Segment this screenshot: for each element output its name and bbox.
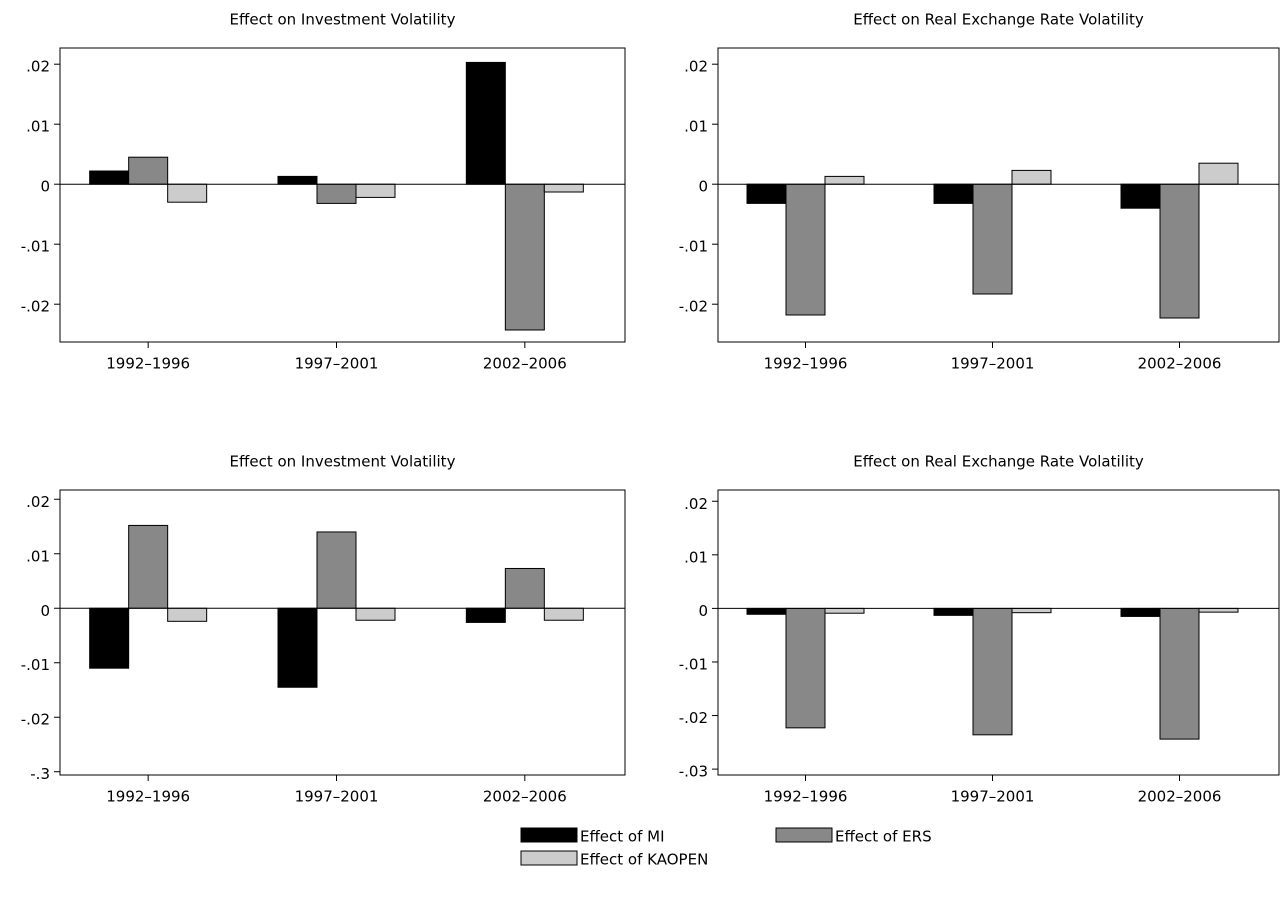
y-tick-label: .01 (26, 547, 50, 565)
legend-swatch (775, 827, 833, 843)
chart-title: Effect on Real Exchange Rate Volatility (853, 11, 1144, 29)
legend-label: Effect of MI (580, 828, 665, 846)
plot-frame (717, 489, 1280, 776)
bar (504, 567, 545, 609)
y-tick-label: -.01 (21, 656, 50, 674)
chart-title: Effect on Investment Volatility (230, 11, 456, 29)
bar (355, 183, 396, 198)
bar (277, 175, 318, 185)
bar (824, 607, 865, 614)
x-tick-label: 1992–1996 (764, 788, 848, 806)
bar (504, 183, 545, 331)
x-tick-label: 1997–2001 (951, 355, 1035, 373)
bar (89, 170, 130, 185)
x-tick-label: 2002–2006 (1138, 355, 1222, 373)
bar (277, 607, 318, 688)
x-tick-label: 1992–1996 (764, 355, 848, 373)
bar (785, 183, 826, 316)
legend-swatch (520, 850, 578, 866)
bar (316, 183, 357, 204)
legend-swatch (520, 827, 578, 843)
bar (1198, 162, 1239, 185)
y-tick-label: 0 (40, 602, 50, 620)
y-tick-label: -.01 (21, 238, 50, 256)
bar (1011, 169, 1052, 185)
bar (89, 607, 130, 669)
bar (1159, 183, 1200, 319)
plot-frame (59, 47, 626, 343)
y-tick-label: .02 (26, 493, 50, 511)
y-tick-label: -.3 (30, 765, 50, 783)
bar (933, 607, 974, 616)
plot-frame (717, 47, 1280, 343)
plot-frame (59, 489, 626, 776)
bar (746, 607, 787, 615)
y-tick-label: .01 (684, 118, 708, 136)
bar (1011, 607, 1052, 614)
bar (355, 607, 396, 621)
bar (972, 607, 1013, 736)
y-tick-label: 0 (40, 178, 50, 196)
bar (746, 183, 787, 204)
y-tick-label: .01 (26, 118, 50, 136)
y-tick-label: 0 (698, 178, 708, 196)
x-tick-label: 1992–1996 (106, 355, 190, 373)
y-tick-label: 0 (698, 602, 708, 620)
bar (933, 183, 974, 204)
y-tick-label: .02 (26, 58, 50, 76)
y-tick-label: -.02 (21, 711, 50, 729)
legend-label: Effect of ERS (835, 828, 932, 846)
bar (1120, 183, 1161, 209)
bar (128, 524, 169, 609)
x-tick-label: 1997–2001 (295, 788, 379, 806)
x-tick-label: 2002–2006 (483, 355, 567, 373)
chart-title: Effect on Investment Volatility (230, 453, 456, 471)
y-tick-label: -.01 (679, 238, 708, 256)
x-tick-label: 1992–1996 (106, 788, 190, 806)
bar (167, 183, 208, 203)
bar (465, 61, 506, 185)
bar (543, 183, 584, 193)
x-tick-label: 2002–2006 (483, 788, 567, 806)
y-tick-label: -.01 (679, 655, 708, 673)
bar (128, 156, 169, 185)
bar (1120, 607, 1161, 617)
bar (972, 183, 1013, 295)
y-tick-label: .02 (684, 58, 708, 76)
x-tick-label: 1997–2001 (295, 355, 379, 373)
y-tick-label: .02 (684, 495, 708, 513)
bar (543, 607, 584, 621)
bar (316, 531, 357, 609)
bar (1198, 607, 1239, 613)
chart-title: Effect on Real Exchange Rate Volatility (853, 453, 1144, 471)
x-tick-label: 2002–2006 (1138, 788, 1222, 806)
bar (167, 607, 208, 622)
x-tick-label: 1997–2001 (951, 788, 1035, 806)
y-tick-label: -.02 (21, 298, 50, 316)
y-tick-label: .01 (684, 548, 708, 566)
bar (824, 175, 865, 185)
bar (785, 607, 826, 729)
y-tick-label: -.03 (679, 763, 708, 781)
bar (1159, 607, 1200, 740)
y-tick-label: -.02 (679, 298, 708, 316)
bar (465, 607, 506, 623)
legend-label: Effect of KAOPEN (580, 851, 708, 869)
y-tick-label: -.02 (679, 709, 708, 727)
